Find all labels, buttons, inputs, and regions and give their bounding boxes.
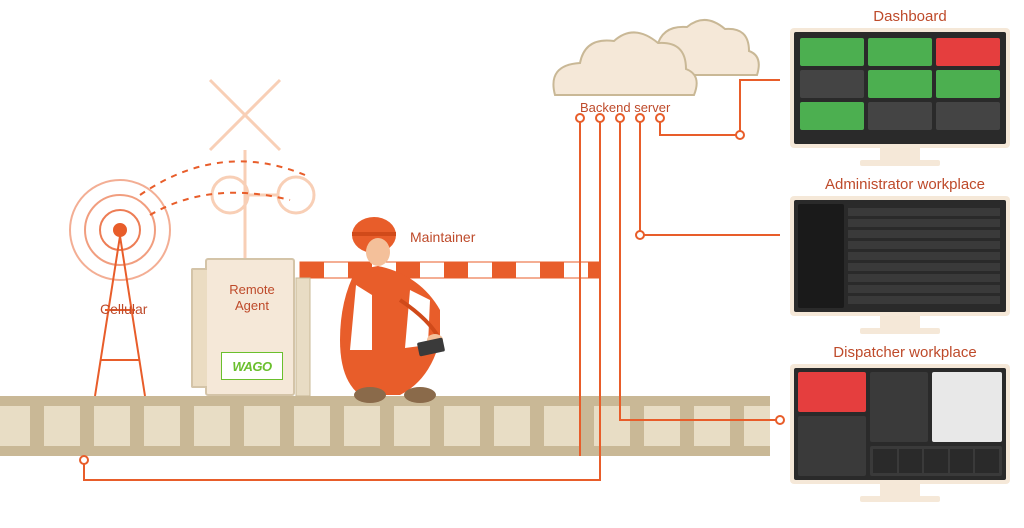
- cellular-label: Cellular: [100, 301, 147, 317]
- dispatcher-monitor: [790, 364, 1010, 502]
- dashboard-monitor: [790, 28, 1010, 166]
- maintainer-label: Maintainer: [410, 229, 475, 245]
- backend-server-label: Backend server: [580, 100, 670, 115]
- admin-monitor: [790, 196, 1010, 334]
- dispatcher-title: Dispatcher workplace: [795, 344, 1015, 361]
- dashboard-title: Dashboard: [810, 8, 1010, 25]
- admin-title: Administrator workplace: [790, 176, 1020, 193]
